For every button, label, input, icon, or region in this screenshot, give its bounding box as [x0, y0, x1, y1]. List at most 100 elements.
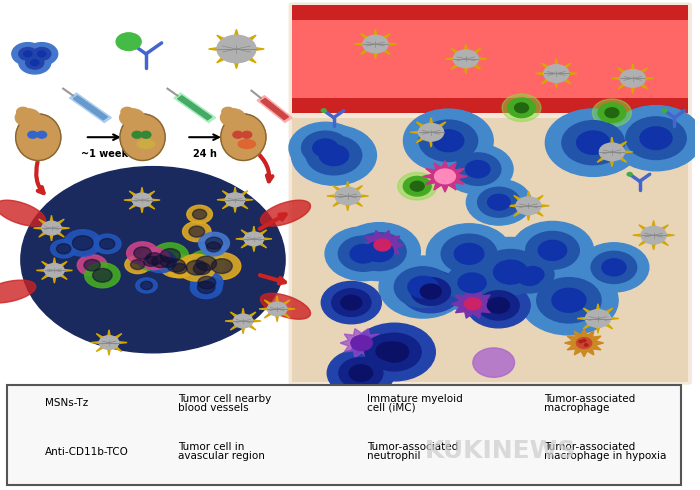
- Circle shape: [121, 107, 134, 116]
- Circle shape: [411, 277, 451, 305]
- Polygon shape: [452, 290, 494, 318]
- Circle shape: [201, 238, 226, 256]
- Polygon shape: [597, 154, 608, 162]
- Circle shape: [190, 276, 222, 298]
- Polygon shape: [560, 76, 571, 84]
- Polygon shape: [383, 43, 396, 46]
- Circle shape: [458, 273, 486, 293]
- Circle shape: [598, 103, 626, 122]
- Circle shape: [131, 260, 145, 270]
- Circle shape: [136, 278, 158, 293]
- Polygon shape: [26, 408, 30, 417]
- Polygon shape: [225, 320, 237, 322]
- Circle shape: [494, 260, 528, 284]
- Polygon shape: [601, 321, 612, 329]
- Circle shape: [160, 248, 181, 263]
- Circle shape: [15, 109, 41, 126]
- Circle shape: [502, 94, 541, 122]
- Polygon shape: [140, 204, 143, 213]
- Circle shape: [339, 358, 383, 389]
- Polygon shape: [438, 131, 452, 134]
- Polygon shape: [260, 238, 272, 240]
- Ellipse shape: [260, 294, 311, 319]
- Circle shape: [354, 323, 435, 381]
- Polygon shape: [379, 47, 390, 54]
- Polygon shape: [435, 122, 446, 130]
- Circle shape: [335, 187, 361, 205]
- Circle shape: [33, 48, 51, 60]
- Circle shape: [26, 56, 44, 69]
- Polygon shape: [257, 96, 292, 122]
- Circle shape: [84, 259, 100, 271]
- Polygon shape: [554, 59, 559, 69]
- Text: avascular region: avascular region: [178, 451, 265, 461]
- Polygon shape: [470, 61, 481, 69]
- Polygon shape: [230, 323, 240, 330]
- Polygon shape: [565, 329, 603, 357]
- Polygon shape: [140, 187, 143, 196]
- Ellipse shape: [238, 140, 256, 148]
- Circle shape: [325, 227, 402, 281]
- Circle shape: [522, 267, 544, 283]
- Polygon shape: [618, 81, 629, 89]
- Polygon shape: [148, 199, 160, 201]
- Circle shape: [92, 269, 112, 282]
- Circle shape: [233, 131, 243, 138]
- Text: macrophage in hypoxia: macrophage in hypoxia: [545, 451, 667, 461]
- Circle shape: [15, 394, 41, 412]
- Circle shape: [467, 283, 530, 328]
- Polygon shape: [606, 317, 619, 320]
- Text: macrophage: macrophage: [545, 403, 610, 413]
- Polygon shape: [470, 49, 481, 56]
- Polygon shape: [445, 57, 458, 60]
- Circle shape: [321, 281, 382, 324]
- Circle shape: [141, 281, 153, 290]
- Polygon shape: [596, 323, 600, 333]
- Text: Tumor-associated: Tumor-associated: [545, 394, 636, 404]
- Polygon shape: [514, 208, 525, 216]
- Text: Tumor-associated: Tumor-associated: [545, 442, 636, 452]
- Ellipse shape: [21, 167, 285, 353]
- Polygon shape: [639, 225, 650, 233]
- Polygon shape: [560, 63, 571, 71]
- Polygon shape: [423, 161, 468, 192]
- Circle shape: [144, 256, 158, 267]
- Circle shape: [93, 234, 121, 254]
- Circle shape: [45, 264, 64, 277]
- Polygon shape: [57, 261, 67, 269]
- Circle shape: [151, 396, 166, 407]
- Polygon shape: [238, 202, 248, 209]
- Polygon shape: [360, 47, 372, 54]
- Circle shape: [152, 255, 169, 268]
- Polygon shape: [463, 64, 468, 74]
- Circle shape: [167, 259, 186, 272]
- Polygon shape: [54, 230, 64, 237]
- Polygon shape: [145, 202, 155, 209]
- Circle shape: [125, 256, 150, 273]
- Circle shape: [526, 231, 580, 269]
- Polygon shape: [178, 96, 211, 120]
- Polygon shape: [41, 272, 52, 279]
- Circle shape: [641, 226, 666, 244]
- Polygon shape: [91, 342, 104, 344]
- Circle shape: [211, 259, 232, 273]
- Circle shape: [544, 65, 569, 82]
- Polygon shape: [217, 35, 231, 45]
- Polygon shape: [38, 219, 49, 226]
- Polygon shape: [505, 388, 548, 416]
- Polygon shape: [631, 64, 635, 74]
- Polygon shape: [107, 330, 111, 339]
- Polygon shape: [13, 405, 24, 413]
- Circle shape: [330, 388, 368, 416]
- Polygon shape: [583, 321, 594, 329]
- Polygon shape: [265, 311, 274, 318]
- Polygon shape: [275, 313, 279, 322]
- Polygon shape: [252, 226, 256, 235]
- Polygon shape: [631, 83, 635, 93]
- Ellipse shape: [15, 114, 61, 161]
- Circle shape: [620, 70, 645, 87]
- Circle shape: [516, 442, 537, 457]
- Polygon shape: [610, 157, 614, 167]
- Circle shape: [31, 60, 39, 66]
- Polygon shape: [346, 181, 350, 191]
